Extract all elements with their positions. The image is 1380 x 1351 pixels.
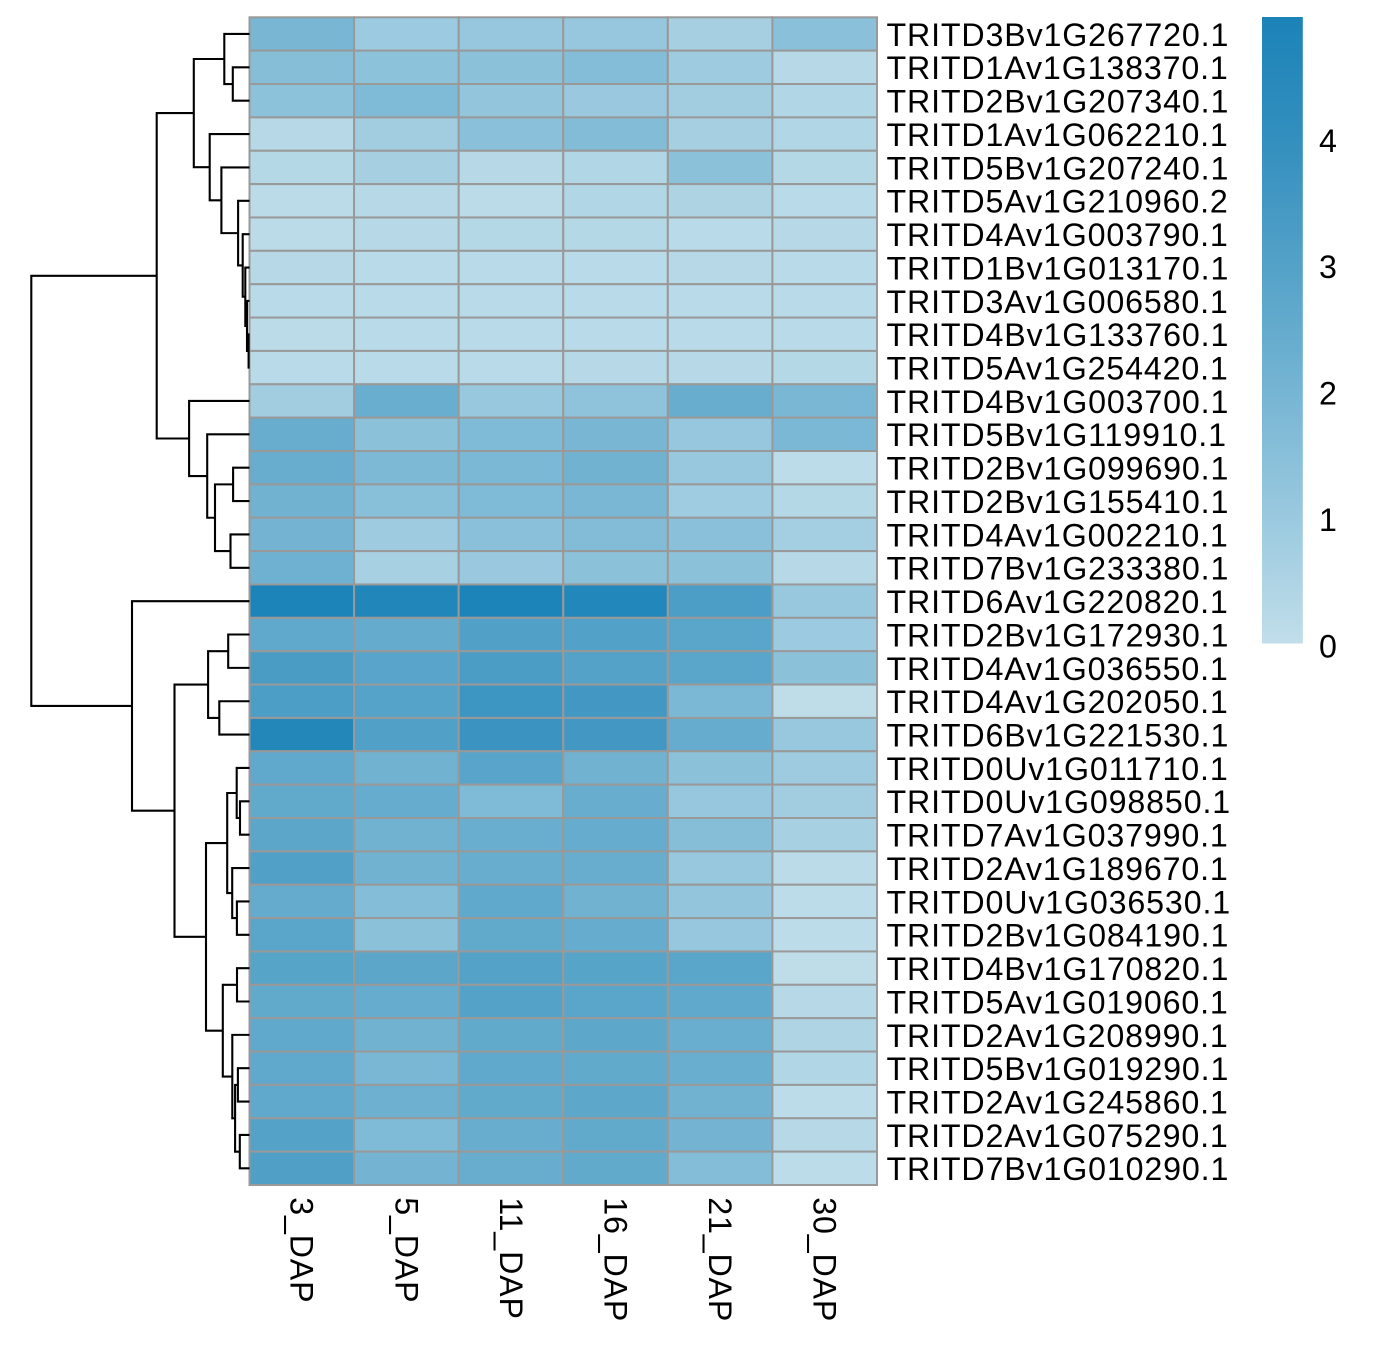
svg-text:TRITD2Bv1G207340.1: TRITD2Bv1G207340.1 [887, 84, 1230, 120]
svg-text:TRITD1Av1G138370.1: TRITD1Av1G138370.1 [887, 50, 1229, 86]
svg-text:3: 3 [1319, 249, 1338, 285]
svg-text:TRITD6Bv1G221530.1: TRITD6Bv1G221530.1 [887, 718, 1230, 754]
svg-text:TRITD2Bv1G155410.1: TRITD2Bv1G155410.1 [887, 484, 1230, 520]
svg-text:TRITD4Av1G202050.1: TRITD4Av1G202050.1 [887, 684, 1229, 720]
svg-text:TRITD4Bv1G170820.1: TRITD4Bv1G170820.1 [887, 951, 1230, 987]
svg-text:TRITD5Bv1G019290.1: TRITD5Bv1G019290.1 [887, 1051, 1230, 1087]
svg-text:TRITD7Av1G037990.1: TRITD7Av1G037990.1 [887, 818, 1229, 854]
svg-text:TRITD5Av1G210960.2: TRITD5Av1G210960.2 [887, 184, 1229, 220]
svg-text:3_DAP: 3_DAP [284, 1197, 320, 1303]
svg-text:0: 0 [1319, 628, 1338, 664]
svg-text:TRITD3Bv1G267720.1: TRITD3Bv1G267720.1 [887, 17, 1230, 53]
svg-text:TRITD2Av1G208990.1: TRITD2Av1G208990.1 [887, 1018, 1229, 1054]
svg-text:2: 2 [1319, 376, 1338, 412]
svg-text:TRITD5Av1G019060.1: TRITD5Av1G019060.1 [887, 984, 1229, 1020]
svg-text:TRITD1Av1G062210.1: TRITD1Av1G062210.1 [887, 117, 1229, 153]
svg-text:11_DAP: 11_DAP [493, 1197, 529, 1320]
svg-text:TRITD2Bv1G084190.1: TRITD2Bv1G084190.1 [887, 918, 1230, 954]
svg-text:30_DAP: 30_DAP [807, 1197, 843, 1322]
svg-text:TRITD1Bv1G013170.1: TRITD1Bv1G013170.1 [887, 250, 1230, 286]
svg-text:TRITD4Av1G003790.1: TRITD4Av1G003790.1 [887, 217, 1229, 253]
svg-text:16_DAP: 16_DAP [597, 1197, 633, 1322]
svg-text:TRITD2Av1G245860.1: TRITD2Av1G245860.1 [887, 1084, 1229, 1120]
svg-text:TRITD5Bv1G207240.1: TRITD5Bv1G207240.1 [887, 150, 1230, 186]
svg-text:TRITD4Bv1G133760.1: TRITD4Bv1G133760.1 [887, 317, 1230, 353]
svg-text:TRITD0Uv1G011710.1: TRITD0Uv1G011710.1 [887, 751, 1229, 787]
svg-text:TRITD2Bv1G172930.1: TRITD2Bv1G172930.1 [887, 617, 1230, 653]
svg-text:TRITD2Av1G189670.1: TRITD2Av1G189670.1 [887, 851, 1229, 887]
svg-text:TRITD4Av1G002210.1: TRITD4Av1G002210.1 [887, 517, 1229, 553]
svg-text:TRITD4Av1G036550.1: TRITD4Av1G036550.1 [887, 651, 1229, 687]
svg-text:TRITD3Av1G006580.1: TRITD3Av1G006580.1 [887, 284, 1229, 320]
svg-text:TRITD2Av1G075290.1: TRITD2Av1G075290.1 [887, 1118, 1229, 1154]
svg-text:TRITD5Av1G254420.1: TRITD5Av1G254420.1 [887, 351, 1229, 387]
svg-text:TRITD5Bv1G119910.1: TRITD5Bv1G119910.1 [887, 417, 1227, 453]
svg-text:TRITD6Av1G220820.1: TRITD6Av1G220820.1 [887, 584, 1229, 620]
svg-text:TRITD0Uv1G036530.1: TRITD0Uv1G036530.1 [887, 884, 1231, 920]
svg-text:21_DAP: 21_DAP [702, 1197, 738, 1322]
svg-text:TRITD7Bv1G010290.1: TRITD7Bv1G010290.1 [887, 1151, 1230, 1187]
svg-text:TRITD2Bv1G099690.1: TRITD2Bv1G099690.1 [887, 451, 1230, 487]
svg-text:4: 4 [1319, 123, 1338, 159]
svg-text:TRITD0Uv1G098850.1: TRITD0Uv1G098850.1 [887, 784, 1231, 820]
svg-text:TRITD7Bv1G233380.1: TRITD7Bv1G233380.1 [887, 551, 1230, 587]
svg-text:TRITD4Bv1G003700.1: TRITD4Bv1G003700.1 [887, 384, 1230, 420]
svg-text:1: 1 [1319, 502, 1338, 538]
svg-text:5_DAP: 5_DAP [388, 1197, 424, 1303]
